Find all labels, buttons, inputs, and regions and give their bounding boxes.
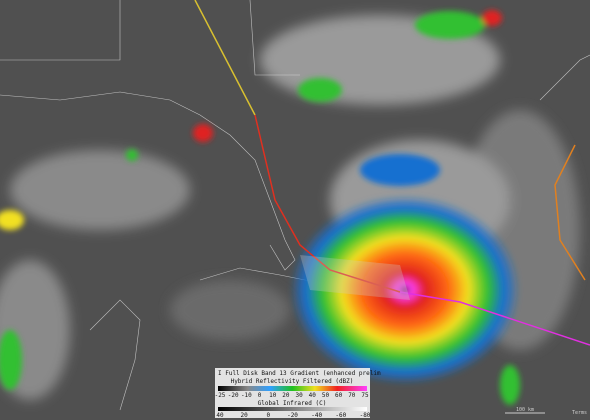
- reflectivity-tick: 50: [322, 392, 330, 399]
- hurricane: [290, 195, 520, 385]
- reflectivity-tick: 10: [269, 392, 277, 399]
- reflectivity-tick: -20: [228, 392, 239, 399]
- reflectivity-tick: -25: [215, 392, 226, 399]
- scale-label: 100 km: [516, 407, 534, 413]
- infrared-bar: [218, 407, 367, 411]
- legend: I Full Disk Band 13 Gradient (enhanced p…: [215, 368, 381, 418]
- terms-link[interactable]: Terms: [572, 410, 587, 416]
- infrared-tick: -20: [287, 412, 298, 419]
- reflectivity-label: Hybrid Reflectivity Filtered (dBZ): [231, 378, 354, 385]
- rain-cells: [0, 10, 520, 405]
- infrared-tick: -80: [360, 412, 371, 419]
- reflectivity-bar: [218, 386, 367, 391]
- reflectivity-tick: 40: [309, 392, 317, 399]
- reflectivity-tick: 60: [335, 392, 343, 399]
- reflectivity-tick: 0: [258, 392, 262, 399]
- legend-title: I Full Disk Band 13 Gradient (enhanced p…: [218, 370, 381, 377]
- reflectivity-tick: 75: [361, 392, 369, 399]
- reflectivity-tick: 20: [282, 392, 290, 399]
- reflectivity-tick: 70: [348, 392, 356, 399]
- infrared-label: Global Infrared (C): [258, 400, 327, 407]
- storm-track: [194, 0, 590, 346]
- infrared-tick: -60: [335, 412, 346, 419]
- infrared-tick: 40: [216, 412, 224, 419]
- reflectivity-tick: -10: [241, 392, 252, 399]
- infrared-tick: 0: [267, 412, 271, 419]
- cone: [300, 255, 410, 300]
- infrared-tick: 20: [241, 412, 249, 419]
- infrared-tick: -40: [311, 412, 322, 419]
- scale: 100 km Terms: [505, 407, 587, 416]
- reflectivity-tick: 30: [295, 392, 303, 399]
